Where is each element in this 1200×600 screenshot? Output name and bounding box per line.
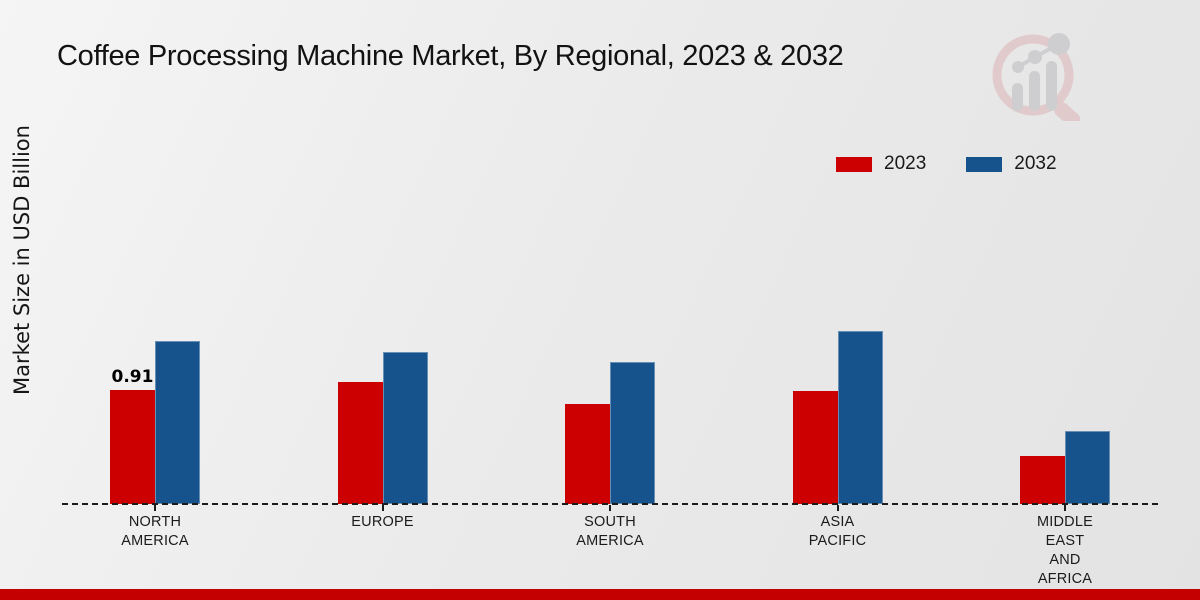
- bar-2032-europe: [382, 352, 428, 504]
- legend-swatch-2023: [836, 156, 872, 172]
- x-axis-label-south-america: SOUTH AMERICA: [576, 514, 644, 549]
- x-axis-label-north-america: NORTH AMERICA: [121, 514, 189, 549]
- x-tick-asia-pacific: [836, 505, 839, 511]
- x-tick-south-america: [609, 505, 611, 511]
- x-axis-baseline: [62, 503, 1158, 505]
- legend-label: 2023: [884, 153, 927, 174]
- legend-swatch-2032: [966, 156, 1003, 172]
- x-tick-middle-east-and-africa: [1064, 505, 1066, 511]
- magnifier-bar-chart-logo-icon: [992, 33, 1081, 121]
- legend: 2023 2032: [836, 153, 1057, 175]
- bar-2023-north-america: [110, 390, 155, 504]
- legend-label: 2032: [1014, 153, 1057, 174]
- x-tick-north-america: [154, 505, 156, 511]
- footer-accent-bar: [0, 589, 1200, 600]
- bar-value-label: 0.91: [111, 367, 154, 387]
- x-tick-europe: [381, 505, 384, 511]
- x-axis-label-asia-pacific: ASIA PACIFIC: [808, 514, 867, 549]
- bar-2032-north-america: [155, 341, 200, 504]
- bar-2032-south-america: [610, 362, 655, 504]
- bar-2032-middle-east-and-africa: [1065, 431, 1110, 504]
- bar-2023-middle-east-and-africa: [1020, 456, 1065, 504]
- legend-item-2032: 2032: [966, 153, 1057, 175]
- bar-2023-asia-pacific: [792, 391, 838, 504]
- bar-2023-south-america: [565, 404, 610, 504]
- bar-2023-europe: [337, 382, 383, 504]
- x-axis-label-middle-east-and-africa: MIDDLE EAST AND AFRICA: [1037, 514, 1093, 587]
- legend-item-2023: 2023: [836, 153, 926, 175]
- x-axis-label-europe: EUROPE: [351, 514, 414, 530]
- bar-2032-asia-pacific: [837, 331, 883, 504]
- chart-title: Coffee Processing Machine Market, By Reg…: [57, 40, 844, 72]
